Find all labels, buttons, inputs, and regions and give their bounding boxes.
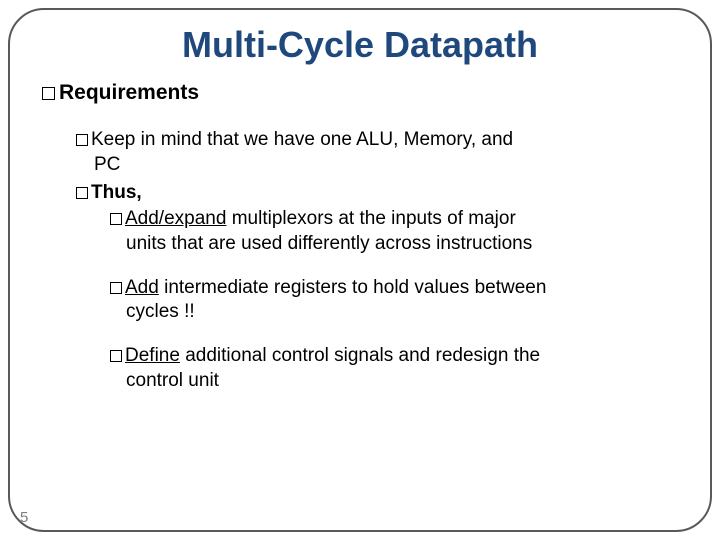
square-bullet-icon — [110, 282, 122, 294]
define-rest: additional control signals and redesign … — [180, 345, 540, 366]
define-cont: control unit — [110, 369, 678, 393]
keep-rest: in mind that we have one ALU, Memory, an… — [135, 129, 513, 150]
bullet-level3-define: Define additional control signals and re… — [110, 344, 678, 393]
bullet-level2-thus: Thus, — [76, 181, 678, 205]
bullet-level2-keep: Keep in mind that we have one ALU, Memor… — [76, 128, 678, 177]
square-bullet-icon — [42, 87, 55, 100]
addexpand-underline: Add/expand — [125, 208, 226, 229]
add-underline: Add — [125, 277, 159, 298]
bullet-level3-addexpand: Add/expand multiplexors at the inputs of… — [110, 207, 678, 256]
bullet-level1-requirements: Requirements — [42, 80, 678, 106]
define-underline: Define — [125, 345, 180, 366]
thus-label: Thus, — [91, 182, 142, 203]
square-bullet-icon — [110, 350, 122, 362]
bullet-level3-add: Add intermediate registers to hold value… — [110, 276, 678, 325]
addexpand-rest: multiplexors at the inputs of major — [226, 208, 515, 229]
keep-prefix: Keep — [91, 129, 135, 150]
addexpand-cont: units that are used differently across i… — [110, 232, 678, 256]
add-rest: intermediate registers to hold values be… — [159, 277, 547, 298]
slide-frame: Multi-Cycle Datapath Requirements Keep i… — [8, 8, 712, 532]
keep-cont: PC — [76, 153, 678, 177]
add-cont: cycles !! — [110, 300, 678, 324]
requirements-label: Requirements — [59, 81, 199, 104]
slide-title: Multi-Cycle Datapath — [42, 24, 678, 66]
square-bullet-icon — [76, 134, 88, 146]
square-bullet-icon — [110, 213, 122, 225]
square-bullet-icon — [76, 187, 88, 199]
slide-number: 5 — [20, 509, 28, 526]
